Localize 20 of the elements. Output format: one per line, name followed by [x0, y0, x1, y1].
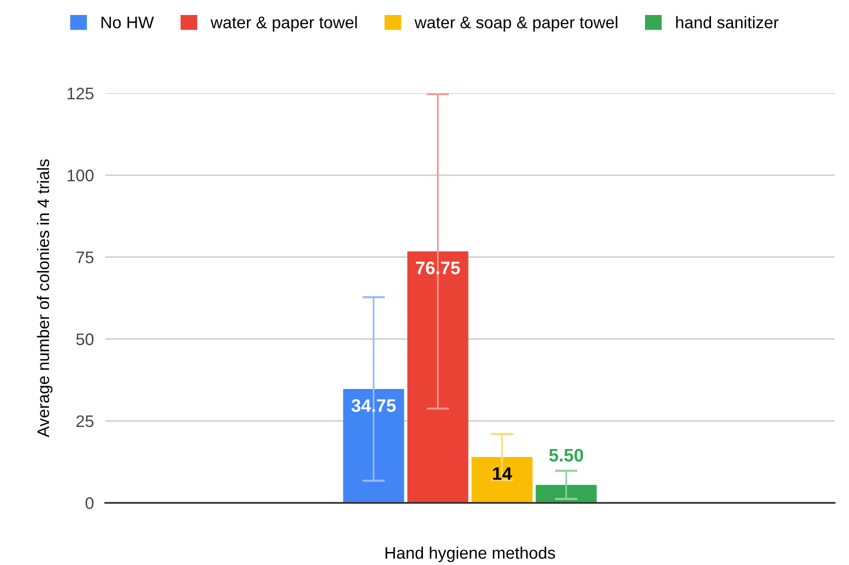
- x-axis-title: Hand hygiene methods: [386, 546, 556, 562]
- y-tick-label: 0: [86, 497, 94, 510]
- legend-label: hand sanitizer: [676, 16, 779, 28]
- y-axis-title: Average number of colonies in 4 trials: [36, 159, 52, 438]
- bar: [472, 456, 533, 503]
- y-tick-label: 100: [68, 170, 94, 182]
- y-tick-label: 50: [76, 333, 94, 346]
- data-label: 5.50: [549, 448, 584, 462]
- legend-label: water & soap & paper towel: [414, 16, 618, 32]
- y-tick-label: 25: [76, 415, 94, 428]
- bar: [407, 251, 468, 503]
- y-tick-label: 75: [76, 252, 94, 264]
- bar: [343, 388, 404, 503]
- data-label: 14: [493, 467, 512, 480]
- y-tick-label: 125: [68, 88, 94, 100]
- data-label: 76.75: [416, 262, 460, 274]
- data-label: 34.75: [351, 399, 396, 412]
- bar: [536, 484, 597, 503]
- legend-label: No HW: [102, 16, 154, 28]
- legend-label: water & paper towel: [210, 16, 357, 32]
